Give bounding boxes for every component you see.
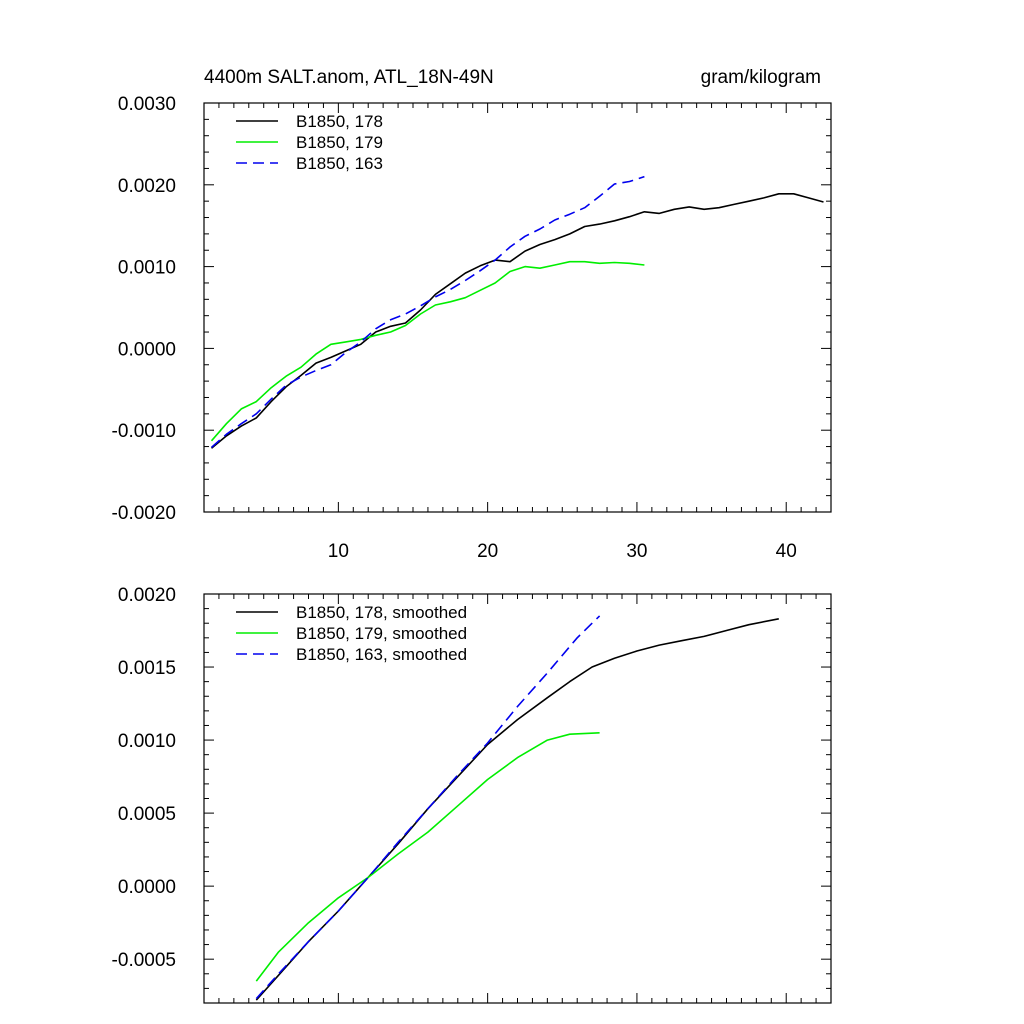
y-tick-label: 0.0005 <box>118 804 176 825</box>
legend-label: B1850, 178 <box>296 112 383 131</box>
series-line-2 <box>210 175 645 449</box>
y-tick-label: -0.0005 <box>112 950 176 971</box>
y-tick-label: 0.0000 <box>118 877 176 898</box>
series-line-0 <box>210 193 824 449</box>
legend-label: B1850, 179 <box>296 133 383 152</box>
y-tick-label: 0.0000 <box>118 339 176 360</box>
legend-label: B1850, 178, smoothed <box>296 603 467 622</box>
units-label: gram/kilogram <box>701 67 821 88</box>
bottom-panel: -0.0005 0.0000 0.0005 0.0010 0.0015 0.0020 B18… <box>112 585 832 1004</box>
top-panel: 10 20 30 40 -0.0020 -0.0010 0.0000 0.0010 0.0020… <box>112 67 832 562</box>
legend-label: B1850, 163 <box>296 154 383 173</box>
series-line-1 <box>255 732 600 982</box>
series-line-0 <box>255 618 779 1001</box>
y-tick-label: -0.0010 <box>112 421 176 442</box>
legend-label: B1850, 179, smoothed <box>296 624 467 643</box>
y-tick-label: 0.0010 <box>118 258 176 279</box>
y-tick-label: 0.0010 <box>118 731 176 752</box>
y-tick-label: 0.0015 <box>118 658 176 679</box>
x-tick-label: 20 <box>477 541 498 562</box>
series-line-2 <box>255 615 601 1000</box>
y-tick-label: 0.0020 <box>118 585 176 606</box>
x-tick-label: 40 <box>776 541 797 562</box>
x-tick-label: 10 <box>328 541 349 562</box>
legend-label: B1850, 163, smoothed <box>296 645 467 664</box>
x-tick-label: 30 <box>626 541 647 562</box>
series-line-1 <box>210 260 645 442</box>
y-tick-label: -0.0020 <box>112 503 176 524</box>
chart-title: 4400m SALT.anom, ATL_18N-49N <box>204 67 494 88</box>
y-tick-label: 0.0030 <box>118 94 176 115</box>
y-tick-label: 0.0020 <box>118 176 176 197</box>
